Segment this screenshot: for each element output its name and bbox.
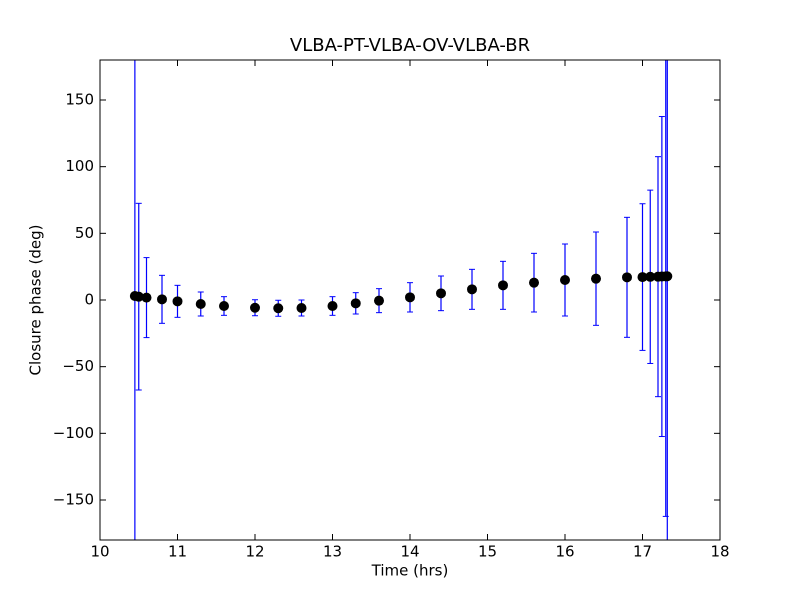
data-point xyxy=(141,292,152,303)
x-tick-label: 16 xyxy=(555,543,574,561)
data-point xyxy=(350,298,361,309)
chart-title: VLBA-PT-VLBA-OV-VLBA-BR xyxy=(290,35,530,56)
y-tick-label: 100 xyxy=(65,157,94,175)
data-point xyxy=(560,275,570,285)
y-tick-label: −150 xyxy=(53,491,94,509)
data-point xyxy=(637,272,648,283)
y-tick-label: 150 xyxy=(65,91,94,109)
data-point xyxy=(498,280,508,291)
x-tick-label: 17 xyxy=(633,543,652,561)
data-point xyxy=(219,301,229,311)
data-point xyxy=(467,284,477,295)
data-point xyxy=(296,303,307,313)
data-point xyxy=(273,303,284,314)
data-point xyxy=(195,299,206,309)
plot-area xyxy=(129,60,673,540)
data-point xyxy=(436,288,446,299)
x-tick-label: 15 xyxy=(478,543,497,561)
data-point xyxy=(374,295,384,306)
data-point xyxy=(157,294,167,305)
y-axis-label: Closure phase (deg) xyxy=(27,225,45,376)
y-tick-label: 0 xyxy=(84,291,94,309)
data-point xyxy=(662,271,673,282)
data-point xyxy=(172,296,183,307)
data-point xyxy=(529,277,539,288)
x-tick-label: 13 xyxy=(323,543,342,561)
x-tick-label: 12 xyxy=(245,543,264,561)
x-tick-label: 18 xyxy=(710,543,729,561)
y-tick-label: −50 xyxy=(62,357,94,375)
x-axis-label: Time (hrs) xyxy=(371,562,449,580)
x-tick-label: 10 xyxy=(90,543,109,561)
data-point xyxy=(645,271,656,282)
data-point xyxy=(405,292,415,303)
data-point xyxy=(622,272,632,283)
y-tick-label: −100 xyxy=(53,424,94,442)
data-point xyxy=(591,273,601,284)
data-point xyxy=(327,301,338,311)
data-point xyxy=(250,302,260,313)
x-tick-label: 14 xyxy=(400,543,419,561)
y-tick-label: 50 xyxy=(75,224,94,242)
x-tick-label: 11 xyxy=(168,543,187,561)
data-point xyxy=(133,291,144,302)
